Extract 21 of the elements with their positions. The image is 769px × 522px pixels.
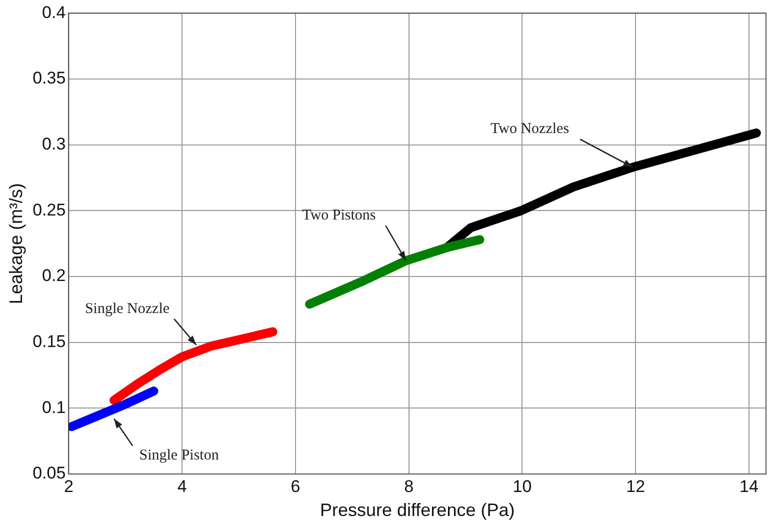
y-tick-label: 0.15 — [32, 332, 66, 352]
y-tick-label: 0.4 — [42, 2, 66, 22]
x-tick-label: 6 — [290, 476, 300, 496]
annotation: Two Nozzles — [490, 121, 570, 138]
y-tick-label: 0.05 — [32, 464, 66, 483]
x-tick-label: 14 — [740, 476, 758, 496]
y-tick-label: 0.1 — [42, 398, 66, 417]
annotation: Single Nozzle — [84, 300, 170, 317]
x-tick-label: 8 — [404, 476, 414, 496]
y-tick-label: 0.3 — [42, 134, 66, 154]
y-tick-label: 0.35 — [32, 68, 66, 88]
x-tick-label: 10 — [512, 476, 532, 496]
x-tick-label: 4 — [177, 476, 187, 496]
x-tick-label: 2 — [64, 476, 74, 496]
y-tick-label: 0.25 — [32, 200, 66, 220]
y-axis-title: Leakage (m³/s) — [6, 183, 26, 304]
annotation: Single Piston — [139, 448, 220, 464]
y-tick-label: 0.2 — [42, 266, 66, 286]
annotation: Two Pistons — [302, 208, 376, 224]
x-tick-label: 12 — [626, 476, 646, 496]
x-axis-title: Pressure difference (Pa) — [320, 500, 515, 520]
